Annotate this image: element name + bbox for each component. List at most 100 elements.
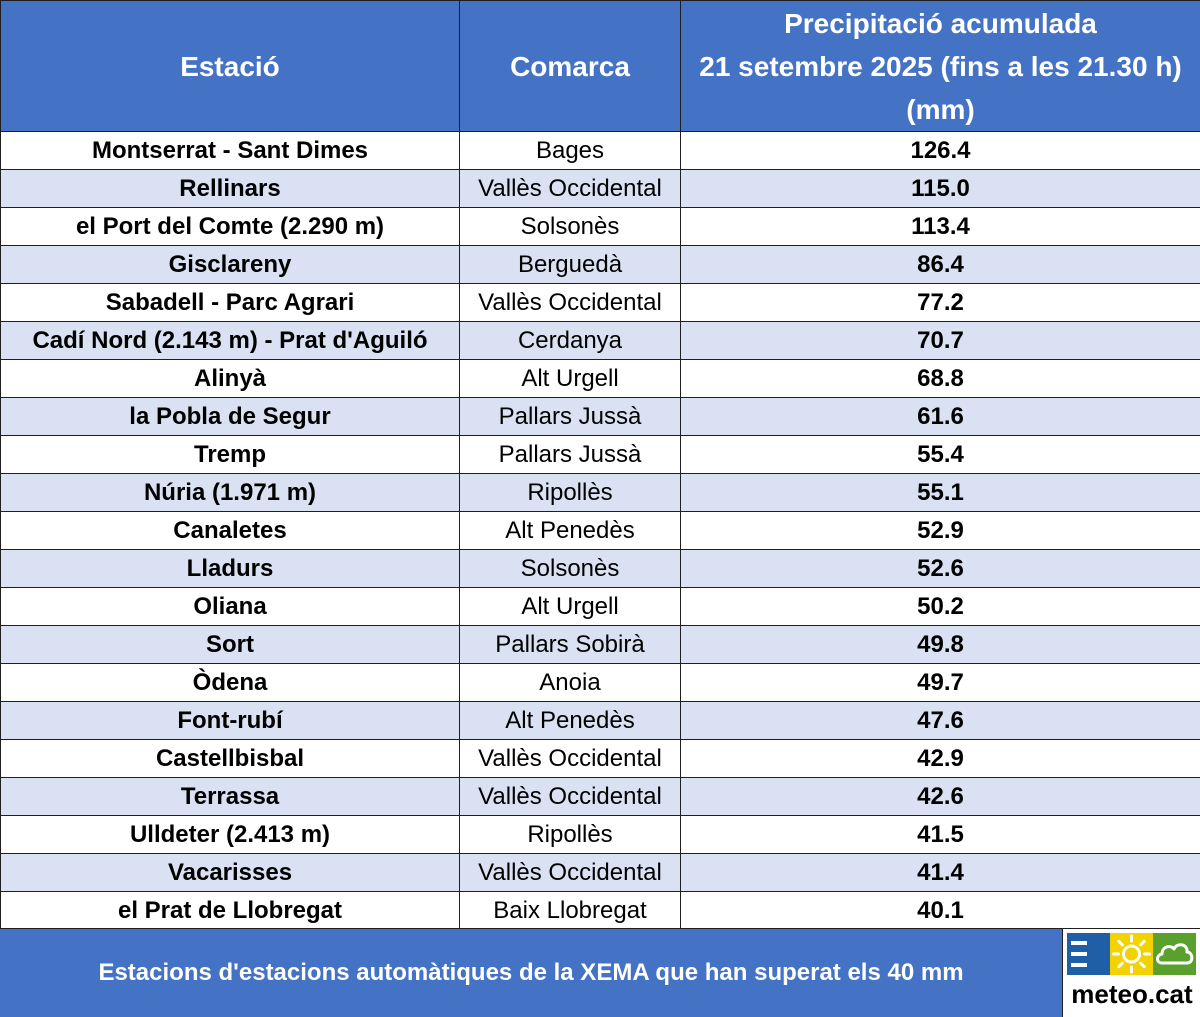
county-cell: Baix Llobregat [459,891,681,930]
logo-tiles [1067,933,1197,975]
precipitation-value-cell: 55.4 [680,435,1200,474]
county-cell: Solsonès [459,207,681,246]
station-cell: Canaletes [0,511,460,550]
precipitation-value-cell: 86.4 [680,245,1200,284]
precipitation-value-cell: 77.2 [680,283,1200,322]
station-cell: Núria (1.971 m) [0,473,460,512]
footer-caption-bar: Estacions d'estacions automàtiques de la… [0,928,1062,1017]
station-cell: Sabadell - Parc Agrari [0,283,460,322]
table-body: Montserrat - Sant Dimes Bages 126.4 Rellina… [0,131,1200,930]
county-cell: Berguedà [459,245,681,284]
precipitation-value-cell: 61.6 [680,397,1200,436]
table-row: Lladurs Solsonès 52.6 [0,549,1200,588]
station-cell: Terrassa [0,777,460,816]
precipitation-value-cell: 126.4 [680,131,1200,170]
precipitation-value-cell: 41.5 [680,815,1200,854]
table-row: Rellinars Vallès Occidental 115.0 [0,169,1200,208]
header-county: Comarca [459,0,681,132]
table-row: Canaletes Alt Penedès 52.9 [0,511,1200,550]
station-cell: Font-rubí [0,701,460,740]
precipitation-value-cell: 49.8 [680,625,1200,664]
table-row: el Port del Comte (2.290 m) Solsonès 113.4 [0,207,1200,246]
precipitation-value-cell: 40.1 [680,891,1200,930]
table-row: Castellbisbal Vallès Occidental 42.9 [0,739,1200,778]
precipitation-value-cell: 55.1 [680,473,1200,512]
station-cell: la Pobla de Segur [0,397,460,436]
table-row: la Pobla de Segur Pallars Jussà 61.6 [0,397,1200,436]
table-row: Alinyà Alt Urgell 68.8 [0,359,1200,398]
precipitation-value-cell: 52.9 [680,511,1200,550]
county-cell: Alt Penedès [459,511,681,550]
county-cell: Cerdanya [459,321,681,360]
station-cell: Lladurs [0,549,460,588]
county-cell: Vallès Occidental [459,777,681,816]
table-row: Vacarisses Vallès Occidental 41.4 [0,853,1200,892]
county-cell: Vallès Occidental [459,169,681,208]
county-cell: Ripollès [459,815,681,854]
footer-caption: Estacions d'estacions automàtiques de la… [98,959,964,986]
precipitation-value-cell: 49.7 [680,663,1200,702]
county-cell: Pallars Jussà [459,435,681,474]
header-precip-line-1: Precipitació acumulada [784,7,1097,39]
station-cell: Sort [0,625,460,664]
county-cell: Vallès Occidental [459,739,681,778]
station-cell: Castellbisbal [0,739,460,778]
table-row: Font-rubí Alt Penedès 47.6 [0,701,1200,740]
header-station-label: Estació [180,50,280,82]
table-row: Tremp Pallars Jussà 55.4 [0,435,1200,474]
station-cell: Oliana [0,587,460,626]
precipitation-value-cell: 50.2 [680,587,1200,626]
header-precip-line-3: (mm) [906,93,975,125]
county-cell: Alt Urgell [459,359,681,398]
precipitation-value-cell: 42.9 [680,739,1200,778]
precipitation-value-cell: 41.4 [680,853,1200,892]
county-cell: Ripollès [459,473,681,512]
meteocat-logo: meteo.cat [1062,928,1200,1017]
precipitation-value-cell: 115.0 [680,169,1200,208]
county-cell: Pallars Sobirà [459,625,681,664]
station-cell: Ulldeter (2.413 m) [0,815,460,854]
county-cell: Alt Urgell [459,587,681,626]
table-row: Núria (1.971 m) Ripollès 55.1 [0,473,1200,512]
station-cell: Cadí Nord (2.143 m) - Prat d'Aguiló [0,321,460,360]
county-cell: Vallès Occidental [459,853,681,892]
precipitation-value-cell: 52.6 [680,549,1200,588]
table-row: Gisclareny Berguedà 86.4 [0,245,1200,284]
table-row: Sabadell - Parc Agrari Vallès Occidental 7… [0,283,1200,322]
precipitation-value-cell: 70.7 [680,321,1200,360]
station-cell: el Port del Comte (2.290 m) [0,207,460,246]
precipitation-table: Estació Comarca Precipitació acumulada 2… [0,0,1200,930]
precipitation-value-cell: 47.6 [680,701,1200,740]
station-cell: Alinyà [0,359,460,398]
station-cell: Òdena [0,663,460,702]
table-row: Terrassa Vallès Occidental 42.6 [0,777,1200,816]
station-cell: Gisclareny [0,245,460,284]
header-row: Estació Comarca Precipitació acumulada 2… [0,0,1200,132]
table-row: Oliana Alt Urgell 50.2 [0,587,1200,626]
county-cell: Bages [459,131,681,170]
logo-text: meteo.cat [1071,979,1193,1009]
table-row: Òdena Anoia 49.7 [0,663,1200,702]
header-precipitation: Precipitació acumulada 21 setembre 2025 … [680,0,1200,132]
station-cell: Montserrat - Sant Dimes [0,131,460,170]
sun-icon [1110,933,1153,975]
table-row: el Prat de Llobregat Baix Llobregat 40.1 [0,891,1200,930]
table-header: Estació Comarca Precipitació acumulada 2… [0,0,1200,132]
station-cell: el Prat de Llobregat [0,891,460,930]
header-precip-line-2: 21 setembre 2025 (fins a les 21.30 h) [699,50,1182,82]
table-row: Ulldeter (2.413 m) Ripollès 41.5 [0,815,1200,854]
cloud-icon [1153,933,1196,975]
county-cell: Pallars Jussà [459,397,681,436]
precipitation-value-cell: 68.8 [680,359,1200,398]
table-row: Sort Pallars Sobirà 49.8 [0,625,1200,664]
county-cell: Solsonès [459,549,681,588]
county-cell: Vallès Occidental [459,283,681,322]
station-cell: Tremp [0,435,460,474]
station-cell: Rellinars [0,169,460,208]
county-cell: Alt Penedès [459,701,681,740]
table-row: Montserrat - Sant Dimes Bages 126.4 [0,131,1200,170]
header-station: Estació [0,0,460,132]
precipitation-value-cell: 42.6 [680,777,1200,816]
table-row: Cadí Nord (2.143 m) - Prat d'Aguiló Cerda… [0,321,1200,360]
